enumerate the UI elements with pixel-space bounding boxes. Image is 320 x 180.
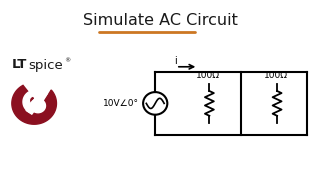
Text: Simulate AC Circuit: Simulate AC Circuit [83,13,237,28]
Text: 10V∠0°: 10V∠0° [103,99,139,108]
Text: spice: spice [29,59,63,72]
Polygon shape [23,90,38,113]
Polygon shape [12,85,56,124]
Text: LT: LT [12,58,27,71]
Polygon shape [26,90,47,114]
Text: i: i [174,56,177,66]
Text: ®: ® [64,59,70,64]
Text: 100Ω: 100Ω [196,71,220,80]
Text: 100Ω: 100Ω [263,71,287,80]
